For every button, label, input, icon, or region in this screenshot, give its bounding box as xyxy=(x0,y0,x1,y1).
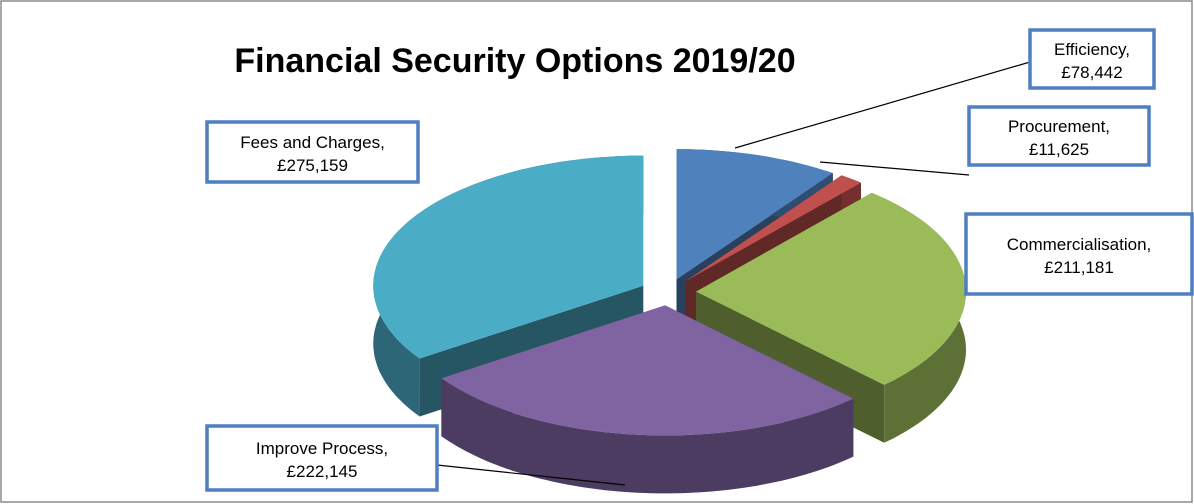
data-label-value: £78,442 xyxy=(1061,63,1122,82)
slice-top xyxy=(373,155,644,359)
data-label-value: £211,181 xyxy=(1044,258,1114,277)
slice-side xyxy=(441,378,854,494)
data-label-box xyxy=(967,105,1151,167)
leader-line xyxy=(734,61,1031,149)
data-label-box xyxy=(205,424,439,492)
data-label-box xyxy=(1028,28,1156,90)
data-label-category: Efficiency, xyxy=(1054,40,1130,59)
data-label-value: £11,625 xyxy=(1029,140,1089,159)
data-label: Procurement, £11,625 xyxy=(1008,117,1110,159)
data-label-category: Improve Process, xyxy=(256,439,388,458)
leader-line xyxy=(436,464,626,486)
data-label: Fees and Charges, £275,159 xyxy=(240,133,385,175)
slice-top xyxy=(685,175,861,282)
leader-line xyxy=(819,161,970,176)
chart-title: Financial Security Options 2019/20 xyxy=(234,42,795,80)
slice-top xyxy=(696,192,966,385)
pie-slice xyxy=(696,192,966,443)
data-label-value: £275,159 xyxy=(277,156,348,175)
data-label-category: Commercialisation, xyxy=(1007,235,1152,254)
slice-top xyxy=(676,149,833,280)
slice-top xyxy=(441,305,854,436)
data-label: Efficiency, £78,442 xyxy=(1054,40,1130,82)
data-label-box xyxy=(964,212,1194,296)
data-label-category: Procurement, xyxy=(1008,117,1110,136)
pie-slice xyxy=(441,305,854,494)
data-label-box xyxy=(205,120,420,184)
data-label: Commercialisation, £211,181 xyxy=(1007,235,1152,277)
data-label-category: Fees and Charges, xyxy=(240,133,385,152)
data-label-value: £222,145 xyxy=(287,462,358,481)
data-label: Improve Process, £222,145 xyxy=(256,439,388,481)
